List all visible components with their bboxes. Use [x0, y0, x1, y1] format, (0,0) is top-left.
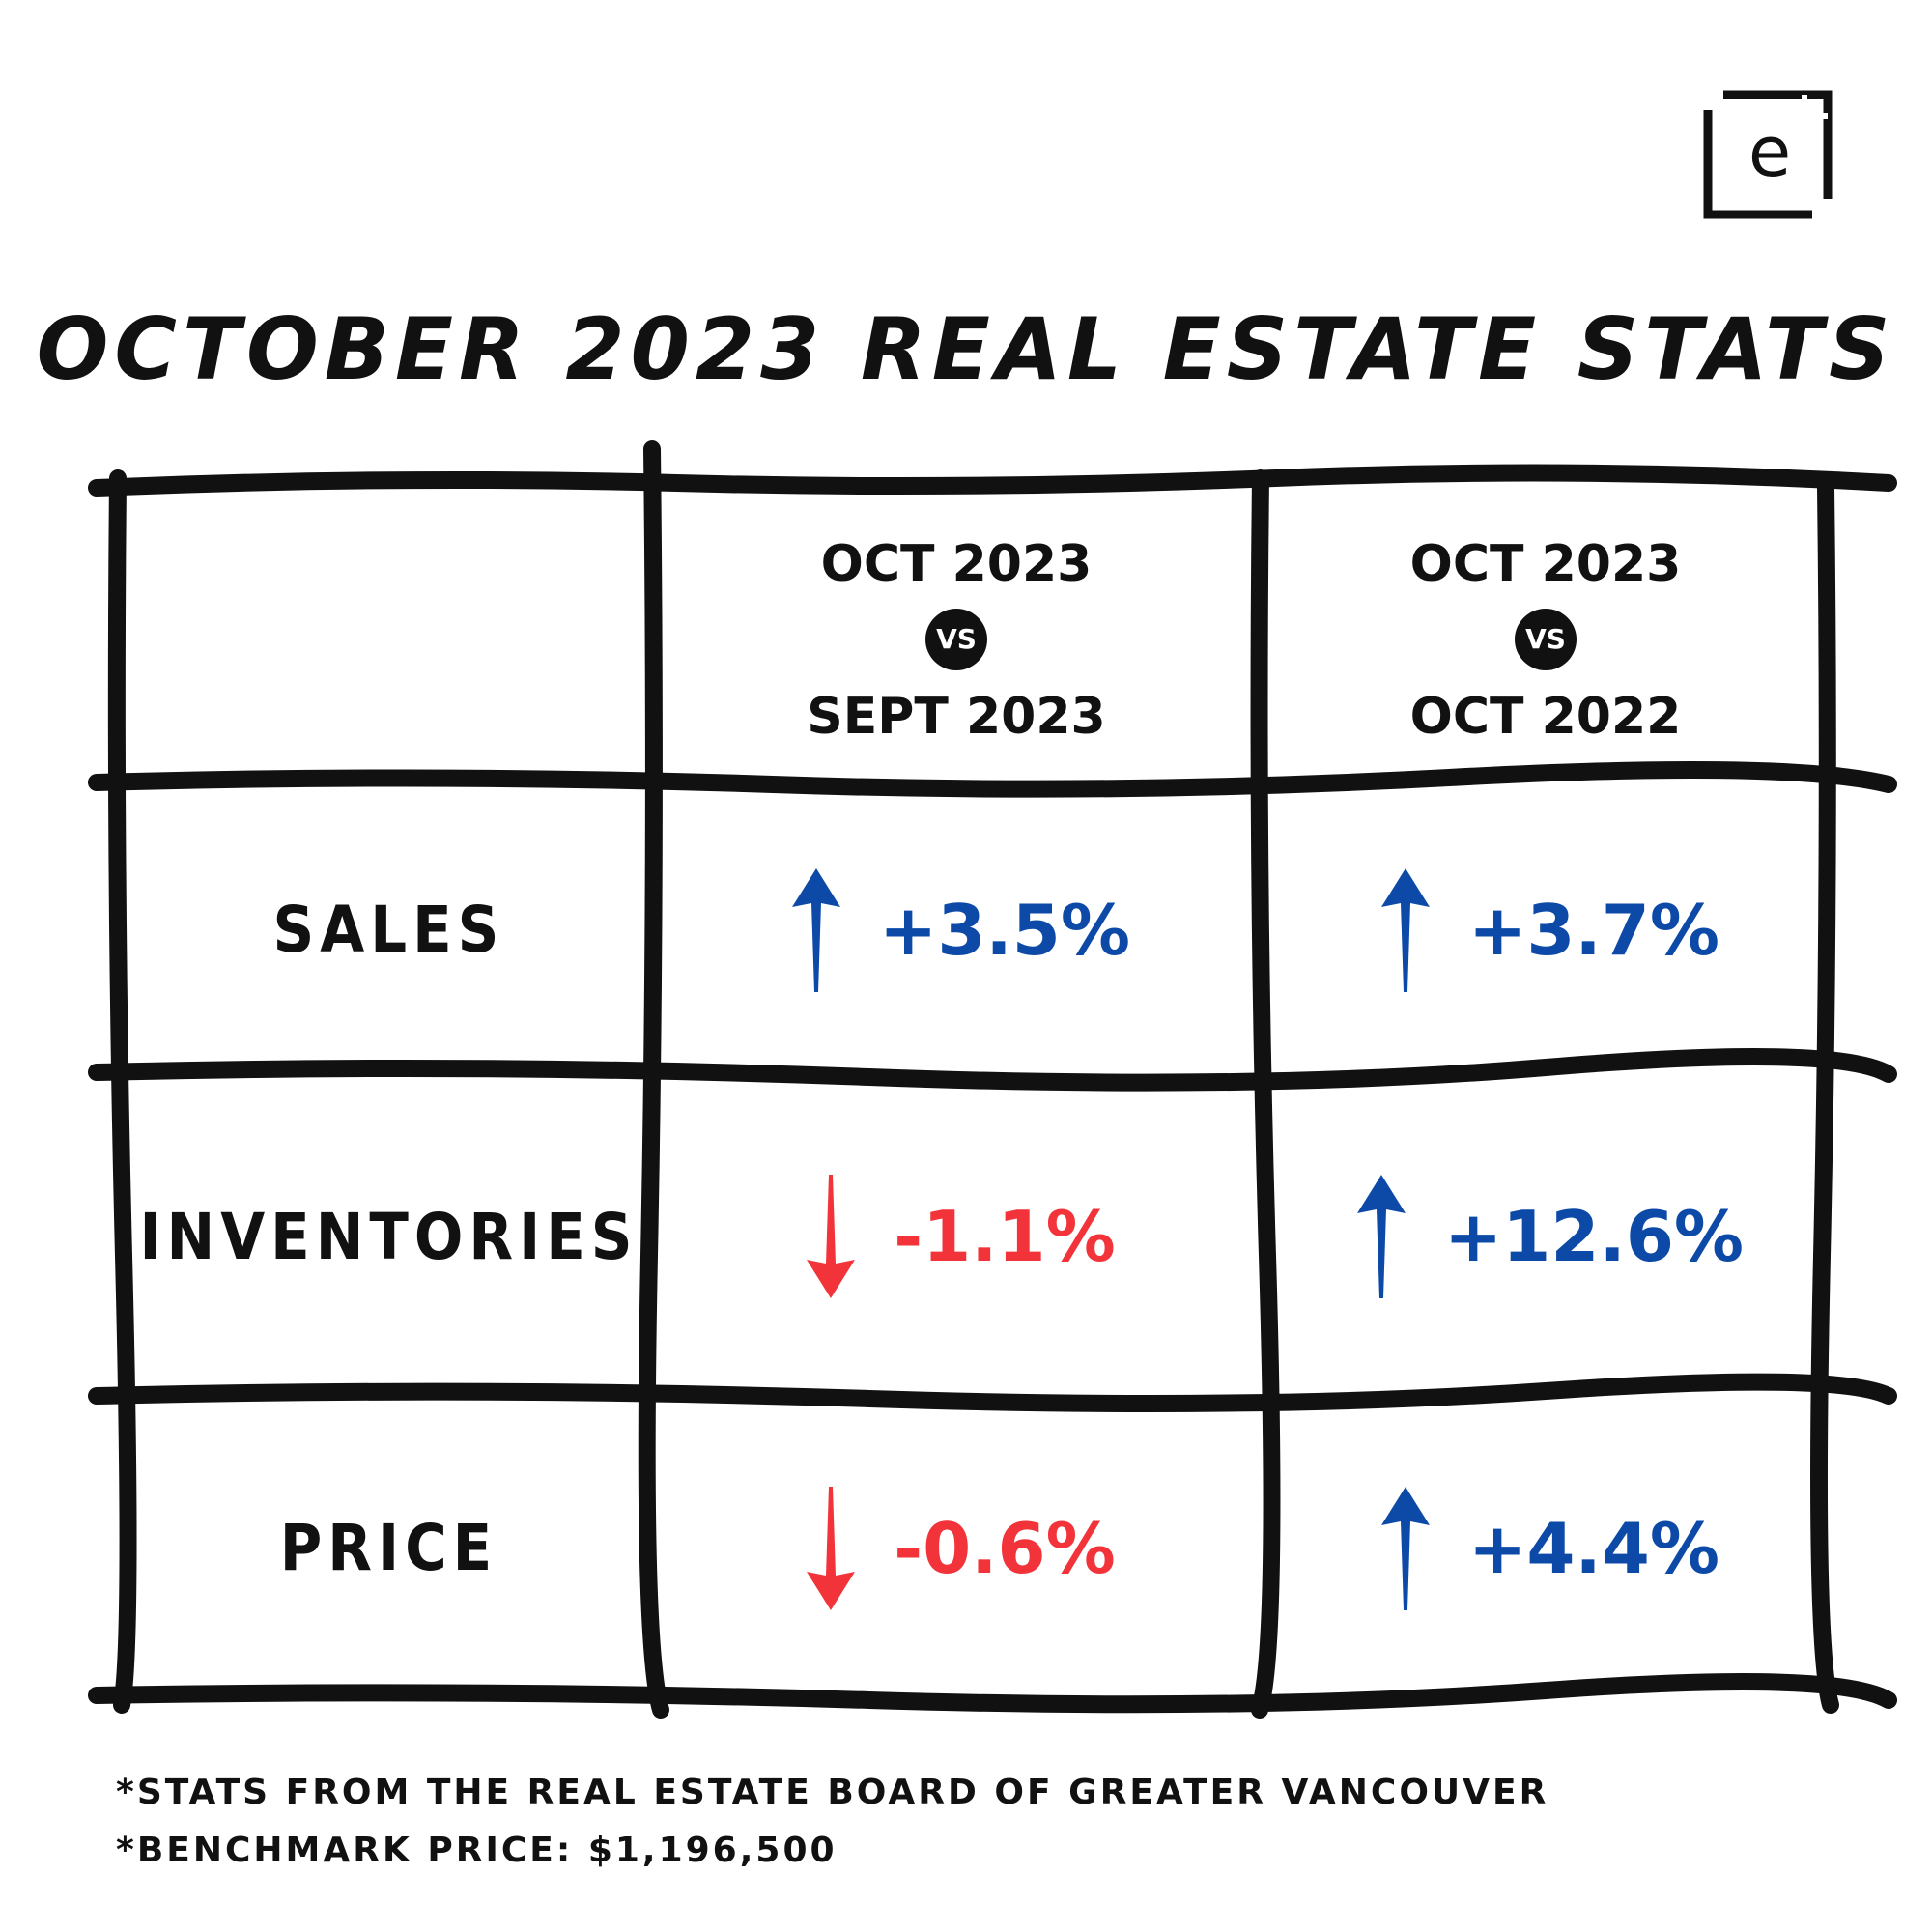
- column-header-yoy: OCT 2023 VS OCT 2022: [1275, 502, 1816, 778]
- row-label-inventories: INVENTORIES: [139, 1199, 639, 1274]
- footnote-source: *Stats from the Real Estate Board of Gre…: [116, 1773, 1549, 1812]
- column-header-mom: OCT 2023 VS SEPT 2023: [667, 502, 1246, 778]
- column-header-bottom: SEPT 2023: [807, 687, 1106, 746]
- column-header-bottom: OCT 2022: [1409, 687, 1682, 746]
- vs-badge: VS: [1515, 608, 1577, 670]
- stat-value: -1.1%: [894, 1196, 1116, 1277]
- up-arrow-icon: [791, 867, 840, 992]
- vs-badge: VS: [925, 608, 987, 670]
- stat-value: -0.6%: [894, 1507, 1116, 1589]
- up-arrow-icon: [1380, 867, 1430, 992]
- down-arrow-icon: [807, 1486, 856, 1610]
- stat-inventories-mom: -1.1%: [667, 1082, 1246, 1391]
- up-arrow-icon: [1356, 1175, 1406, 1298]
- stat-inventories-yoy: +12.6%: [1275, 1082, 1816, 1391]
- stat-price-yoy: +4.4%: [1275, 1406, 1816, 1690]
- footnote-benchmark: *Benchmark Price: $1,196,500: [116, 1831, 838, 1870]
- column-header-top: OCT 2023: [1409, 534, 1682, 593]
- stat-value: +12.6%: [1443, 1196, 1745, 1277]
- down-arrow-icon: [807, 1175, 856, 1298]
- stat-sales-yoy: +3.7%: [1275, 792, 1816, 1067]
- row-label-price: PRICE: [279, 1511, 498, 1585]
- brand-logo-icon: e: [1700, 87, 1835, 222]
- column-header-top: OCT 2023: [820, 534, 1093, 593]
- logo-letter: e: [1748, 111, 1791, 192]
- stat-value: +3.5%: [878, 889, 1130, 971]
- row-label-sales: SALES: [272, 893, 505, 967]
- stat-price-mom: -0.6%: [667, 1406, 1246, 1690]
- stat-value: +3.7%: [1467, 889, 1719, 971]
- stat-value: +4.4%: [1467, 1507, 1719, 1589]
- up-arrow-icon: [1380, 1486, 1430, 1610]
- page-title: October 2023 Real Estate Stats: [36, 299, 1896, 399]
- stat-sales-mom: +3.5%: [667, 792, 1246, 1067]
